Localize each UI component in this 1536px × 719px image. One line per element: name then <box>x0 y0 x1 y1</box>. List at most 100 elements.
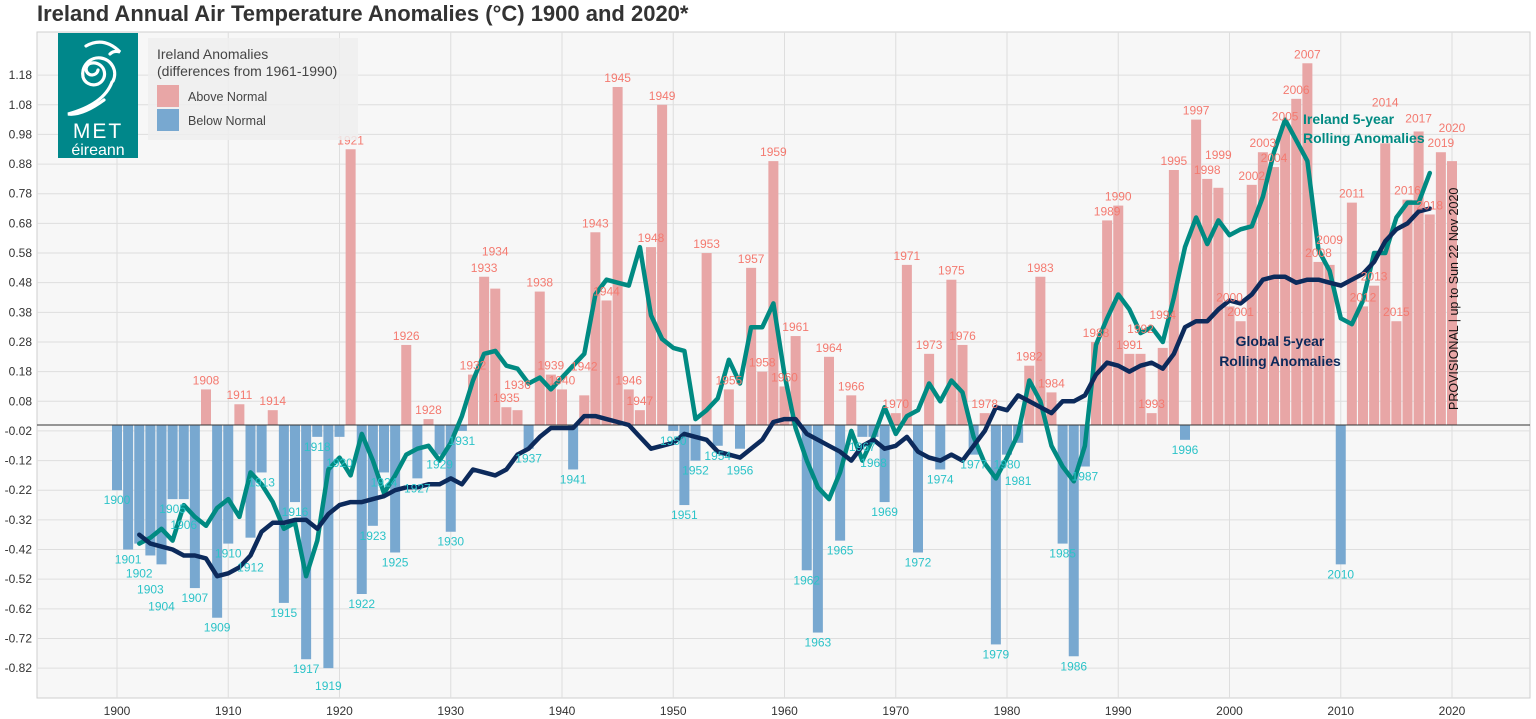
legend: Ireland Anomalies (differences from 1961… <box>148 38 358 140</box>
x-tick-label: 1950 <box>660 704 687 718</box>
bar-year-label: 1968 <box>860 456 887 470</box>
bar-year-label: 1925 <box>382 555 409 569</box>
bar-year-label: 1981 <box>1005 474 1032 488</box>
bar-year-label: 1960 <box>771 370 798 384</box>
bar-year-label: 1974 <box>927 472 954 486</box>
bar-above-normal <box>1246 184 1257 425</box>
bar-above-normal <box>512 410 523 425</box>
ireland-line-label-2: Rolling Anomalies <box>1303 130 1425 146</box>
bar-above-normal <box>657 104 668 425</box>
bar-year-label: 1948 <box>638 231 665 245</box>
bar-year-label: 1977 <box>960 458 987 472</box>
bar-year-label: 1945 <box>604 71 631 85</box>
bar-year-label: 1985 <box>1049 547 1076 561</box>
bar-below-normal <box>145 425 156 556</box>
bar-below-normal <box>301 425 312 660</box>
bar-year-label: 1936 <box>504 378 531 392</box>
x-tick-label: 1960 <box>771 704 798 718</box>
bar-year-label: 1966 <box>838 379 865 393</box>
y-tick-label: 0.88 <box>9 157 33 171</box>
bar-below-normal <box>323 425 334 669</box>
bar-year-label: 1919 <box>315 679 342 693</box>
bar-above-normal <box>1346 202 1357 425</box>
bar-year-label: 1909 <box>204 621 231 635</box>
legend-swatch-above <box>157 85 179 107</box>
y-tick-label: 0.58 <box>9 246 33 260</box>
met-eireann-logo: MET éireann <box>58 33 138 159</box>
bar-year-label: 1999 <box>1205 148 1232 162</box>
rolling-lines <box>137 117 1433 579</box>
bar-above-normal <box>723 389 734 425</box>
x-axis-ticks: 1900 1910 1920 1930 1940 1950 1960 1970 1980 1990… <box>104 704 1466 718</box>
bar-above-normal <box>423 419 434 425</box>
bar-above-normal <box>779 386 790 425</box>
bar-year-label: 1951 <box>671 508 698 522</box>
bar-year-label: 1914 <box>259 394 286 408</box>
swirl-icon <box>67 40 122 116</box>
bar-below-normal <box>857 425 868 437</box>
bar-above-normal <box>612 86 623 426</box>
bar-year-label: 2006 <box>1283 83 1310 97</box>
bar-above-normal <box>1313 261 1324 425</box>
bar-above-normal <box>1024 365 1035 425</box>
bar-below-normal <box>123 425 134 550</box>
bar-below-normal <box>412 425 423 479</box>
x-tick-label: 2000 <box>1216 704 1243 718</box>
bar-year-label: 1971 <box>894 249 921 263</box>
provisional-note: PROVISIONAL | up to Sun 22 Nov 2020 <box>1447 188 1461 410</box>
bar-below-normal <box>879 425 890 503</box>
bar-year-label: 1907 <box>182 591 209 605</box>
bar-year-label: 1918 <box>304 440 331 454</box>
bar-above-normal <box>1257 152 1268 425</box>
bar-above-normal <box>846 395 857 425</box>
bar-year-label: 1965 <box>827 544 854 558</box>
bar-year-label: 2016 <box>1394 184 1421 198</box>
bar-below-normal <box>312 425 323 437</box>
bar-year-label: 1915 <box>271 606 298 620</box>
bar-year-label: 1906 <box>170 518 197 532</box>
bar-above-normal <box>490 288 501 425</box>
bar-above-normal <box>1046 392 1057 425</box>
legend-swatch-below <box>157 109 179 131</box>
y-tick-label: -0.42 <box>5 543 33 557</box>
bar-below-normal <box>668 425 679 431</box>
bar-year-label: 1954 <box>704 449 731 463</box>
bar-year-label: 1992 <box>1127 322 1154 336</box>
bar-above-normal <box>746 267 757 425</box>
legend-title: Ireland Anomalies <box>157 46 268 62</box>
bar-year-label: 1972 <box>905 555 932 569</box>
bar-year-label: 1970 <box>882 397 909 411</box>
bar-below-normal <box>712 425 723 446</box>
bar-year-label: 1913 <box>248 475 275 489</box>
bar-year-label: 1933 <box>471 261 498 275</box>
y-tick-label: -0.52 <box>5 572 33 586</box>
y-tick-label: -0.62 <box>5 602 33 616</box>
bar-above-normal <box>634 410 645 425</box>
bar-year-label: 1973 <box>916 338 943 352</box>
bar-below-normal <box>1068 425 1079 657</box>
y-axis-ticks: 1.18 1.08 0.98 0.88 0.78 0.68 0.58 0.48 0.38 0.28… <box>5 68 33 675</box>
bar-year-label: 1955 <box>716 373 743 387</box>
bar-year-label: 1924 <box>371 475 398 489</box>
bar-below-normal <box>278 425 289 603</box>
bar-above-normal <box>1269 167 1279 426</box>
bar-above-normal <box>545 374 556 425</box>
y-tick-label: 1.18 <box>9 68 33 82</box>
bar-above-normal <box>234 404 245 425</box>
bar-year-label: 1937 <box>515 452 542 466</box>
bar-year-label: 1942 <box>571 359 598 373</box>
bar-above-normal <box>1391 321 1402 425</box>
x-tick-label: 1900 <box>104 704 131 718</box>
bar-above-normal <box>1435 152 1446 425</box>
bar-year-label: 1950 <box>660 434 687 448</box>
y-tick-label: 0.18 <box>9 365 33 379</box>
chart-title: Ireland Annual Air Temperature Anomalies… <box>37 1 689 26</box>
bar-below-normal <box>256 425 267 473</box>
bar-above-normal <box>501 407 512 425</box>
bar-above-normal <box>757 371 768 425</box>
bar-above-normal <box>1213 187 1224 425</box>
bar-below-normal <box>434 425 445 455</box>
bar-year-label: 1903 <box>137 582 164 596</box>
